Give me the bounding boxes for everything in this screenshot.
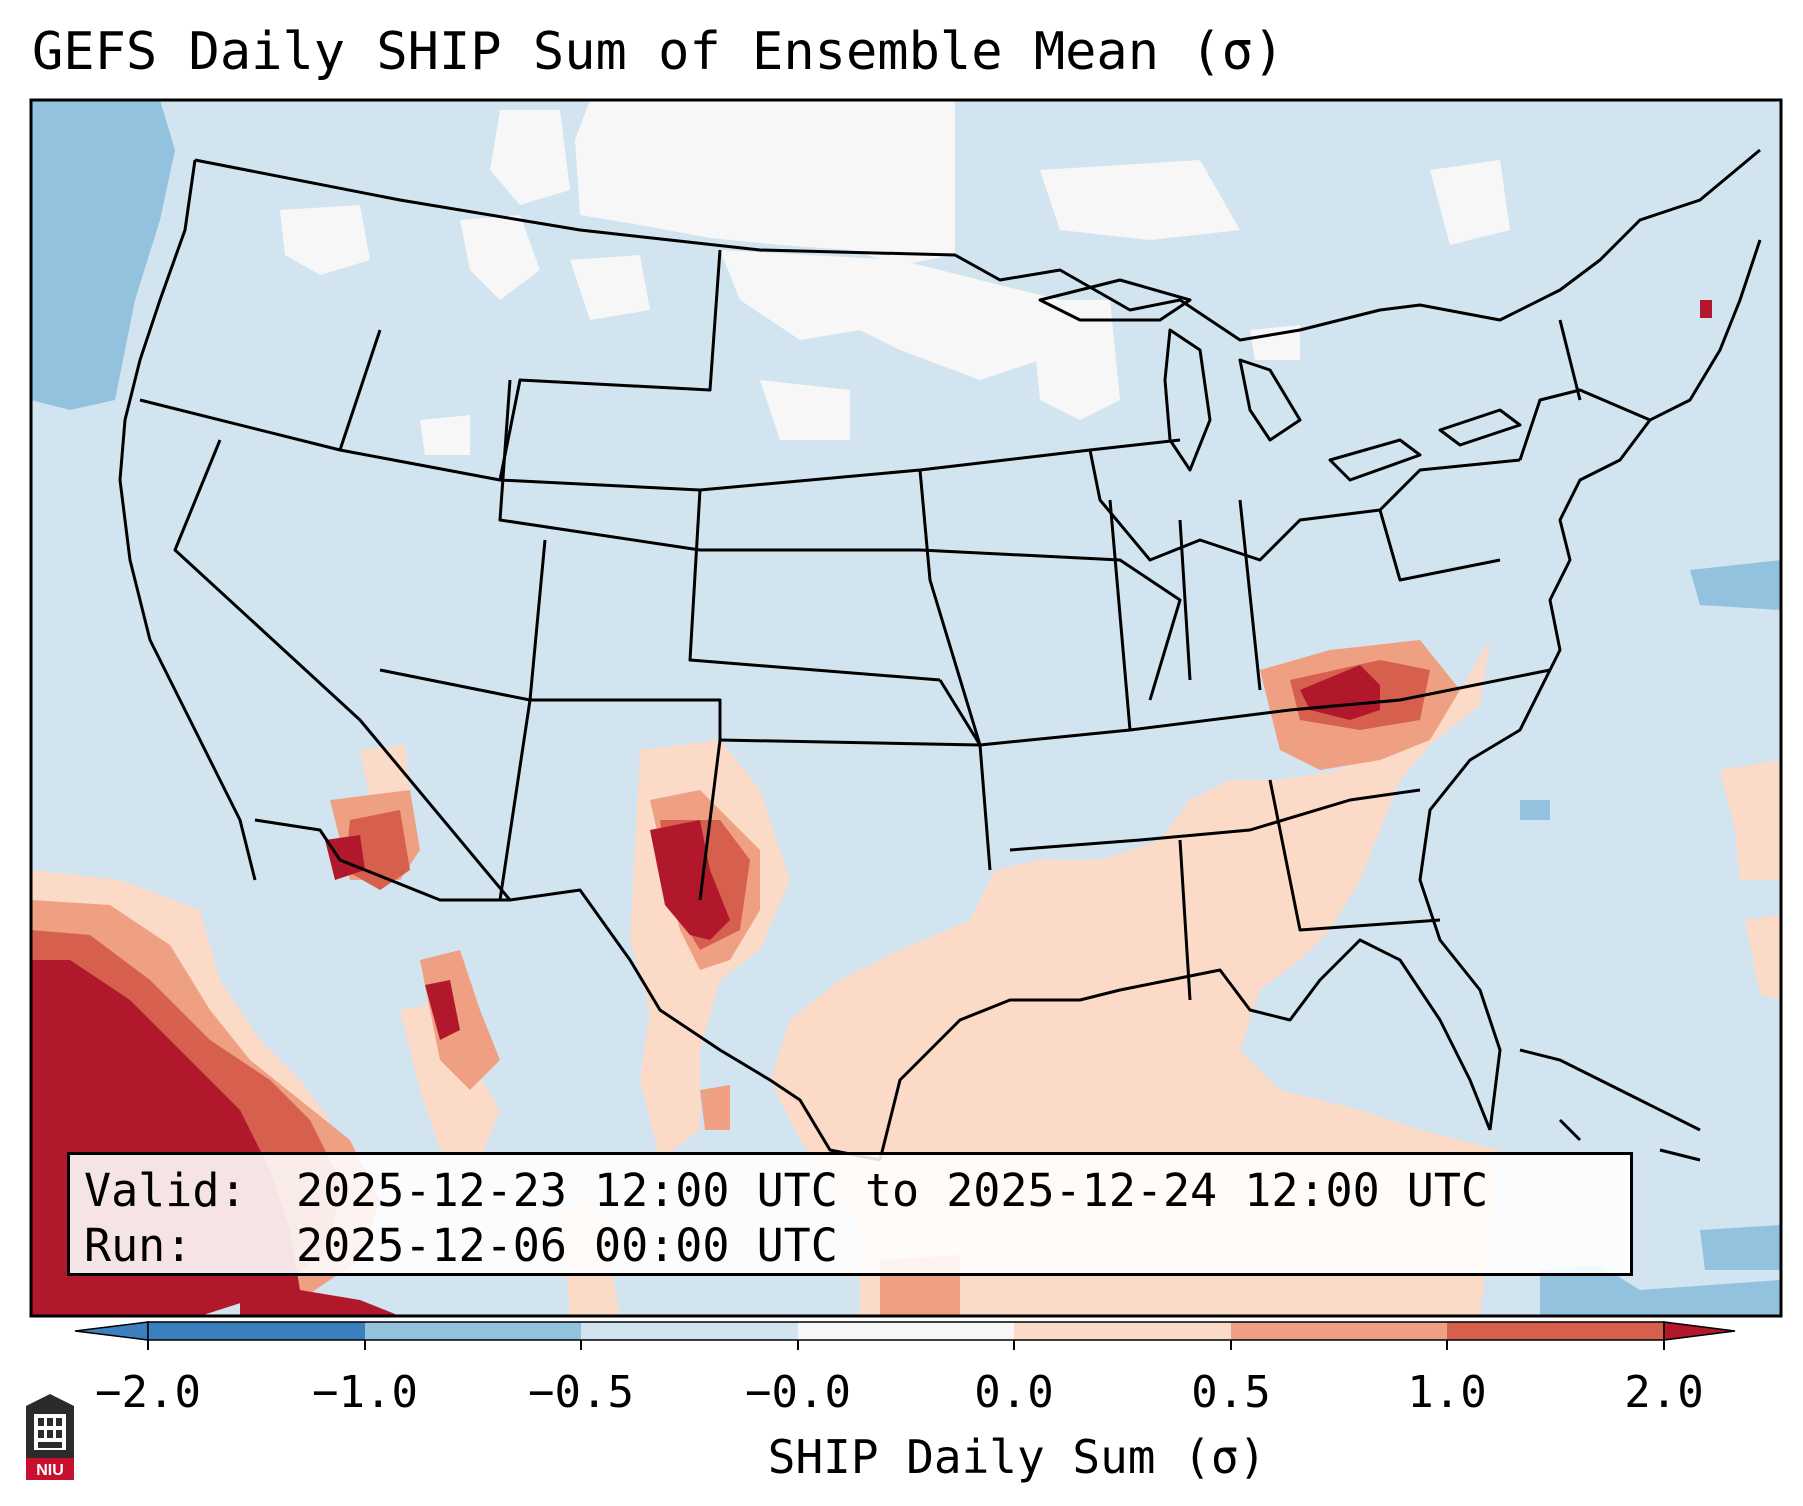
colorbar-tick-label: 1.0 <box>1407 1367 1487 1418</box>
valid-value: 2025-12-23 12:00 UTC to 2025-12-24 12:00… <box>296 1164 1489 1217</box>
caribbean-outlines <box>1519 1048 1701 1162</box>
colorbar-seg-3 <box>798 1322 1014 1340</box>
colorbar-tick-label: −1.0 <box>312 1367 418 1418</box>
colorbar <box>74 1321 1736 1350</box>
colorbar-extend-low <box>74 1321 149 1341</box>
colorbar-seg-6 <box>1447 1322 1664 1340</box>
state-boundaries <box>118 148 1762 1162</box>
colorbar-seg-5 <box>1231 1322 1447 1340</box>
valid-label: Valid: <box>84 1164 247 1217</box>
colorbar-tick-label: 2.0 <box>1624 1367 1704 1418</box>
colorbar-extend-high <box>1663 1321 1736 1341</box>
colorbar-tick-label: −0.0 <box>745 1367 851 1418</box>
map-field <box>31 100 1781 1316</box>
colorbar-label: SHIP Daily Sum (σ) <box>767 1430 1267 1484</box>
colorbar-seg-0 <box>148 1322 365 1340</box>
colorbar-tick-label: 0.0 <box>974 1367 1054 1418</box>
run-label: Run: <box>84 1219 193 1272</box>
run-value: 2025-12-06 00:00 UTC <box>296 1219 838 1272</box>
run-line: Run: 2025-12-06 00:00 UTC <box>84 1218 1618 1273</box>
field-negative <box>31 100 1781 1316</box>
colorbar-seg-4 <box>1014 1322 1231 1340</box>
colorbar-tick-label: −0.5 <box>528 1367 634 1418</box>
niu-logo: NIU <box>26 1394 74 1480</box>
logo-text: NIU <box>36 1462 64 1479</box>
field-near-zero <box>280 100 1510 455</box>
colorbar-tick-label: 0.5 <box>1191 1367 1271 1418</box>
colorbar-tick-label: −2.0 <box>95 1367 201 1418</box>
map-frame <box>29 98 1783 1318</box>
colorbar-seg-1 <box>365 1322 581 1340</box>
map-title: GEFS Daily SHIP Sum of Ensemble Mean (σ) <box>32 22 1285 82</box>
info-box: Valid: 2025-12-23 12:00 UTC to 2025-12-24… <box>67 1152 1633 1276</box>
colorbar-seg-2 <box>581 1322 798 1340</box>
valid-line: Valid: 2025-12-23 12:00 UTC to 2025-12-24… <box>84 1163 1618 1218</box>
